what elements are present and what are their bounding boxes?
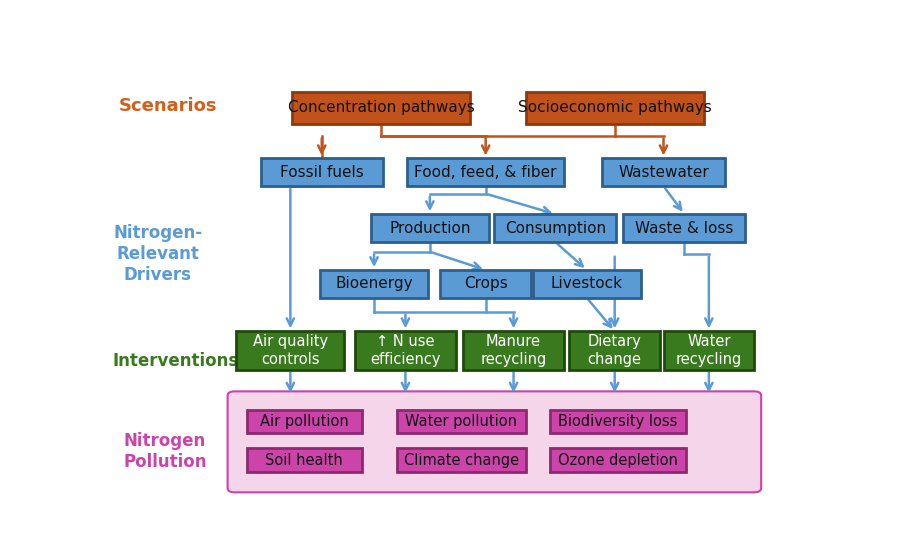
FancyBboxPatch shape <box>494 214 616 242</box>
Text: Ozone depletion: Ozone depletion <box>558 453 678 468</box>
Text: Livestock: Livestock <box>551 276 623 291</box>
FancyBboxPatch shape <box>261 158 382 186</box>
Text: Soil health: Soil health <box>266 453 343 468</box>
Text: Water pollution: Water pollution <box>405 414 518 429</box>
Text: Dietary
change: Dietary change <box>588 334 642 367</box>
FancyBboxPatch shape <box>550 448 686 472</box>
Text: Air pollution: Air pollution <box>260 414 348 429</box>
FancyBboxPatch shape <box>624 214 745 242</box>
FancyBboxPatch shape <box>228 391 761 492</box>
Text: Nitrogen-
Relevant
Drivers: Nitrogen- Relevant Drivers <box>113 224 202 283</box>
FancyBboxPatch shape <box>533 270 641 298</box>
FancyBboxPatch shape <box>440 270 531 298</box>
Text: Production: Production <box>389 220 471 235</box>
Text: Interventions: Interventions <box>112 352 238 371</box>
FancyBboxPatch shape <box>407 158 564 186</box>
Text: Consumption: Consumption <box>505 220 606 235</box>
Text: Nitrogen
Pollution: Nitrogen Pollution <box>123 432 207 471</box>
FancyBboxPatch shape <box>526 92 704 124</box>
FancyBboxPatch shape <box>570 331 660 370</box>
FancyBboxPatch shape <box>355 331 456 370</box>
Text: Wastewater: Wastewater <box>618 165 709 180</box>
Text: Crops: Crops <box>464 276 508 291</box>
FancyBboxPatch shape <box>247 410 362 433</box>
Text: Food, feed, & fiber: Food, feed, & fiber <box>414 165 557 180</box>
Text: ↑ N use
efficiency: ↑ N use efficiency <box>370 334 441 367</box>
Text: Socioeconomic pathways: Socioeconomic pathways <box>518 100 712 116</box>
Text: Scenarios: Scenarios <box>119 97 218 114</box>
FancyBboxPatch shape <box>602 158 724 186</box>
Text: Concentration pathways: Concentration pathways <box>288 100 474 116</box>
FancyBboxPatch shape <box>663 331 754 370</box>
Text: Water
recycling: Water recycling <box>676 334 742 367</box>
Text: Manure
recycling: Manure recycling <box>481 334 546 367</box>
FancyBboxPatch shape <box>292 92 470 124</box>
Text: Waste & loss: Waste & loss <box>635 220 734 235</box>
Text: Climate change: Climate change <box>404 453 518 468</box>
Text: Biodiversity loss: Biodiversity loss <box>559 414 678 429</box>
FancyBboxPatch shape <box>371 214 490 242</box>
FancyBboxPatch shape <box>237 331 345 370</box>
FancyBboxPatch shape <box>397 448 526 472</box>
FancyBboxPatch shape <box>320 270 428 298</box>
FancyBboxPatch shape <box>247 448 362 472</box>
Text: Bioenergy: Bioenergy <box>335 276 413 291</box>
FancyBboxPatch shape <box>550 410 686 433</box>
Text: Air quality
controls: Air quality controls <box>253 334 328 367</box>
Text: Fossil fuels: Fossil fuels <box>280 165 364 180</box>
FancyBboxPatch shape <box>397 410 526 433</box>
FancyBboxPatch shape <box>463 331 564 370</box>
